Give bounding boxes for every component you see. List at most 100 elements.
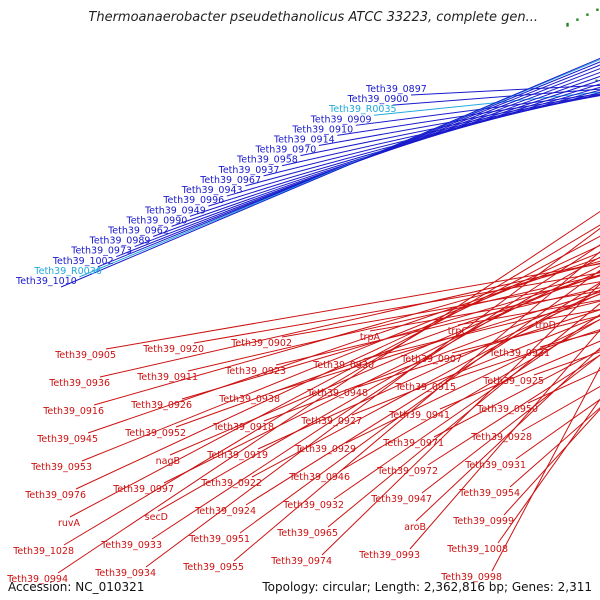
gene-label: Teth39_0934	[94, 568, 156, 579]
gene-label: Teth39_0923	[224, 366, 286, 377]
leader-line	[509, 407, 600, 488]
leader-line	[497, 398, 600, 544]
leader-line	[181, 275, 600, 400]
gene-label: Teth39_0931	[464, 460, 526, 471]
gene-label: Teth39_1010	[15, 276, 77, 287]
gene-label: Teth39_0919	[206, 450, 268, 461]
accession-text: Accession: NC_010321	[8, 580, 145, 594]
gene-label: Teth39_0976	[24, 490, 86, 501]
gene-label: Teth39_0973	[70, 246, 132, 257]
leader-line	[269, 291, 600, 394]
leader-line	[321, 283, 600, 556]
gene-label: Teth39_0916	[42, 406, 104, 417]
leader-line	[189, 79, 600, 217]
leader-line	[93, 260, 600, 406]
upper-leader-lines	[60, 57, 600, 288]
gene-label: Teth39_0925	[482, 376, 544, 387]
leader-line	[327, 303, 600, 528]
leader-line	[263, 293, 600, 422]
gene-label: Teth39_0897	[365, 84, 427, 95]
lower-gene-labels: trpD trpC trpA Teth39_0902 Teth39_0920 Teth39…	[6, 320, 556, 585]
leader-line	[245, 282, 600, 506]
leader-line	[187, 274, 600, 372]
gene-label: Teth39_0997	[112, 484, 174, 495]
leader-line	[339, 318, 600, 472]
track-dot	[595, 79, 598, 82]
gene-label: ruvA	[58, 518, 81, 529]
gene-label: Teth39_0928	[470, 432, 532, 443]
gene-label: aroB	[404, 522, 426, 533]
gene-label: Teth39_0996	[162, 195, 224, 206]
ruler-dotted-track	[566, 8, 599, 27]
ruler-dot	[576, 18, 579, 21]
leader-line	[75, 244, 600, 490]
leader-line	[193, 272, 600, 344]
gene-label: trpA	[360, 332, 381, 343]
leader-line	[415, 347, 600, 522]
gene-label: Teth39_0949	[144, 205, 206, 216]
gene-label: Teth39_0967	[199, 175, 261, 186]
gene-label: Teth39_0962	[107, 225, 169, 236]
leader-line	[152, 71, 600, 237]
topology-text: Topology: circular; Length: 2,362,816 bp…	[262, 580, 592, 594]
leader-line	[60, 57, 600, 288]
gene-label: Teth39_0989	[89, 236, 151, 247]
leader-line	[99, 262, 600, 378]
inner-dotted-track	[595, 79, 598, 82]
leader-line	[392, 88, 600, 106]
leader-line	[145, 227, 600, 568]
gene-label: Teth39_0999	[452, 516, 514, 527]
gene-label: secD	[145, 512, 168, 523]
leader-line	[369, 290, 600, 332]
gene-label: Teth39_0954	[458, 488, 520, 499]
leader-line	[175, 274, 600, 428]
leader-line	[355, 93, 600, 126]
leader-line	[363, 300, 600, 360]
gene-label: Teth39_0938	[218, 394, 280, 405]
gene-label: Teth39_0945	[36, 434, 98, 445]
gene-label: Teth39_R0035	[328, 104, 396, 115]
gene-label: Teth39_0998	[440, 572, 502, 583]
gene-label: Teth39_0929	[294, 444, 356, 455]
leader-line	[503, 408, 600, 516]
gene-label: Teth39_0920	[142, 344, 204, 355]
upper-gene-labels: Teth39_0897Teth39_0900Teth39_R0035Teth39…	[15, 84, 427, 287]
leader-line	[105, 263, 600, 350]
gene-label: Teth39_0965	[276, 528, 338, 539]
gene-label: Teth39_0932	[282, 500, 344, 511]
gene-label: Teth39_0933	[100, 540, 162, 551]
gene-label: Teth39_0951	[188, 534, 250, 545]
gene-label: Teth39_0943	[181, 185, 243, 196]
gene-label: Teth39_0905	[54, 350, 116, 361]
leader-line	[116, 64, 600, 258]
gene-label: Teth39_0918	[212, 422, 274, 433]
leader-line	[257, 293, 600, 450]
ruler-dot	[566, 22, 569, 27]
leader-line	[233, 251, 600, 562]
leader-line	[97, 61, 600, 268]
gene-label: Teth39_1002	[52, 256, 114, 267]
gene-label: Teth39_0948	[306, 388, 368, 399]
leader-line	[63, 224, 600, 546]
gene-label: Teth39_0924	[194, 506, 256, 517]
leader-line	[275, 287, 600, 366]
leader-line	[333, 314, 600, 500]
leader-line	[239, 269, 600, 534]
gene-label: Teth39_0902	[230, 338, 292, 349]
gene-label: Teth39_0958	[236, 155, 298, 166]
gene-label: Teth39_0941	[388, 410, 450, 421]
gene-label: Teth39_R0036	[33, 266, 101, 277]
gene-label: Teth39_0947	[370, 494, 432, 505]
gene-label: Teth39_0914	[273, 135, 335, 146]
leader-line	[134, 68, 600, 248]
leader-line	[427, 354, 600, 466]
gene-label: Teth39_0972	[376, 466, 438, 477]
lower-leader-lines	[57, 210, 600, 574]
leader-line	[515, 398, 600, 460]
leader-line	[421, 354, 600, 494]
leader-line	[351, 315, 600, 416]
gene-label: Teth39_0937	[218, 165, 280, 176]
gene-label: Teth39_0909	[310, 114, 372, 125]
leader-line	[300, 94, 600, 157]
